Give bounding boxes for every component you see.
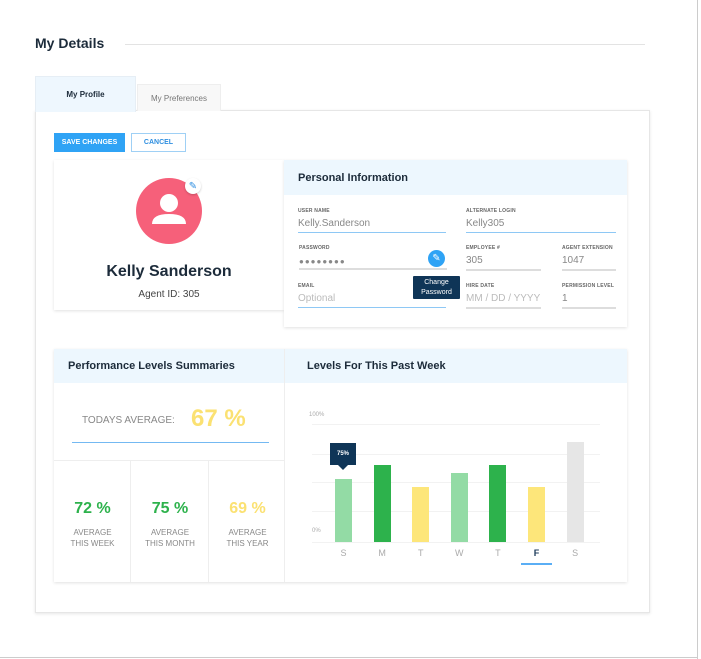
average-value: 75 %: [151, 500, 189, 517]
bar[interactable]: [489, 465, 507, 542]
average-label-line: THIS MONTH: [145, 539, 195, 548]
x-tick-label[interactable]: M: [378, 548, 386, 558]
bar[interactable]: [528, 486, 545, 542]
gridline: [312, 424, 600, 425]
user-icon: [152, 194, 186, 224]
tooltip-line: Change: [424, 279, 449, 286]
avatar: [136, 178, 202, 244]
todays-average-label: TODAYS AVERAGE:: [82, 415, 175, 426]
field-label: HIRE DATE: [466, 283, 495, 289]
bar[interactable]: [450, 472, 468, 542]
divider: [208, 460, 209, 582]
save-changes-button[interactable]: SAVE CHANGES: [54, 133, 125, 152]
profile-name: Kelly Sanderson: [106, 263, 232, 280]
chart-title: Levels For This Past Week: [284, 349, 627, 383]
field-label: EMAIL: [298, 283, 315, 289]
average-label-line: THIS WEEK: [70, 539, 115, 548]
field-label: USER NAME: [298, 208, 330, 214]
y-tick-label: 100%: [309, 412, 325, 418]
divider: [284, 349, 285, 582]
todays-average-value: 67 %: [191, 405, 246, 432]
average-label-line: AVERAGE: [228, 528, 267, 537]
password-input[interactable]: ●●●●●●●●: [299, 255, 447, 270]
tooltip-line: Password: [421, 289, 452, 296]
x-tick-label[interactable]: S: [572, 548, 579, 558]
bar[interactable]: [373, 465, 391, 542]
average-label: AVERAGE THIS WEEK: [54, 527, 131, 549]
x-tick-label[interactable]: T: [417, 548, 424, 558]
divider: [125, 44, 645, 45]
field-label: ALTERNATE LOGIN: [466, 208, 516, 214]
username-input[interactable]: Kelly.Sanderson: [298, 218, 446, 233]
page-title: My Details: [35, 35, 105, 51]
x-tick-label[interactable]: W: [455, 548, 464, 558]
panel-header: Performance Levels Summaries: [54, 349, 284, 383]
change-password-pencil-icon[interactable]: ✎: [428, 250, 445, 267]
bar[interactable]: [566, 442, 584, 542]
divider: [72, 442, 269, 443]
permission-level-input[interactable]: 1: [562, 293, 616, 309]
average-label-line: AVERAGE: [150, 528, 190, 537]
agent-extension-input[interactable]: 1047: [562, 255, 616, 271]
tooltip-arrow: [338, 465, 348, 470]
average-label: AVERAGE THIS YEAR: [209, 527, 286, 549]
tab-my-preferences[interactable]: My Preferences: [137, 84, 221, 111]
divider: [54, 460, 284, 461]
cancel-button[interactable]: CANCEL: [131, 133, 186, 152]
edit-avatar-pencil-icon[interactable]: ✎: [185, 178, 201, 194]
field-label: PERMISSION LEVEL: [562, 283, 615, 289]
gridline: [312, 454, 600, 455]
email-input[interactable]: Optional: [298, 293, 446, 308]
bar-tooltip: 75%: [330, 443, 356, 465]
average-label-line: AVERAGE: [73, 528, 112, 537]
gridline: [312, 542, 600, 543]
field-label: AGENT EXTENSION: [562, 245, 613, 251]
bar[interactable]: [335, 479, 352, 542]
window-border: [0, 657, 698, 658]
panel-header: Personal Information: [284, 160, 627, 195]
alternate-login-input[interactable]: Kelly305: [466, 218, 616, 233]
window-border: [697, 0, 698, 659]
bar[interactable]: [412, 486, 430, 542]
y-tick-label: 0%: [312, 528, 321, 534]
tab-my-profile[interactable]: My Profile: [35, 76, 136, 112]
employee-number-input[interactable]: 305: [466, 255, 541, 271]
x-tick-label[interactable]: T: [495, 548, 501, 558]
selected-day-indicator: [521, 563, 552, 565]
average-label: AVERAGE THIS MONTH: [132, 527, 209, 549]
change-password-tooltip: Change Password: [413, 276, 460, 299]
field-label: PASSWORD: [299, 245, 330, 251]
agent-id: Agent ID: 305: [138, 289, 200, 300]
divider: [130, 460, 131, 582]
x-tick-label[interactable]: S: [340, 548, 347, 558]
average-value: 69 %: [229, 500, 266, 517]
field-label: EMPLOYEE #: [466, 245, 500, 251]
average-label-line: THIS YEAR: [226, 539, 269, 548]
hire-date-input[interactable]: MM / DD / YYYY: [466, 293, 541, 309]
average-value: 72 %: [74, 500, 111, 517]
x-tick-label[interactable]: F: [533, 548, 540, 558]
